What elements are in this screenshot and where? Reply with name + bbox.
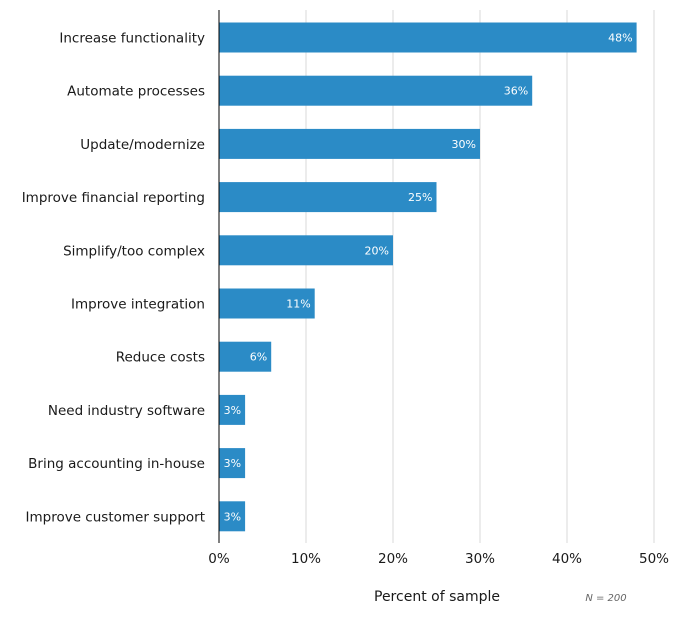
data-label-9: 3% [224,510,241,523]
x-tick-label-4: 40% [552,551,582,567]
bars-group: 48% 36% 30% 25% 20% 11% 6% 3% 3% 3% [219,22,637,532]
category-label-1: Automate processes [67,84,205,100]
x-tick-label-5: 50% [639,551,669,567]
bar-2 [219,128,480,159]
category-label-2: Update/modernize [80,137,205,153]
category-label-8: Bring accounting in-house [28,456,205,472]
data-label-6: 6% [250,351,267,364]
data-label-4: 20% [365,244,389,257]
x-tick-label-2: 20% [378,551,408,567]
bar-9 [219,501,246,532]
sample-size-note: N = 200 [585,593,626,604]
x-tick-label-3: 30% [465,551,495,567]
data-label-1: 36% [504,85,528,98]
data-label-0: 48% [608,32,632,45]
category-label-4: Simplify/too complex [63,243,205,259]
bar-3 [219,182,437,213]
data-label-7: 3% [224,404,241,417]
category-label-0: Increase functionality [59,31,205,47]
category-label-6: Reduce costs [116,350,205,366]
category-label-9: Improve customer support [26,509,206,525]
bar-4 [219,235,393,266]
data-label-2: 30% [452,138,476,151]
bar-0 [219,22,637,53]
category-label-5: Improve integration [71,297,205,313]
category-label-3: Improve financial reporting [22,190,205,206]
x-axis-title: Percent of sample [374,589,500,605]
bar-6 [219,341,272,372]
category-labels: Increase functionality Automate processes… [22,31,205,526]
x-tick-label-0: 0% [208,551,230,567]
bar-7 [219,394,246,425]
bar-5 [219,288,315,319]
category-label-7: Need industry software [48,403,205,419]
data-label-8: 3% [224,457,241,470]
x-tick-label-1: 10% [291,551,321,567]
data-label-3: 25% [408,191,432,204]
data-label-5: 11% [286,298,310,311]
bar-1 [219,75,533,106]
x-tick-labels: 0% 10% 20% 30% 40% 50% [208,551,669,567]
bar-8 [219,448,246,479]
